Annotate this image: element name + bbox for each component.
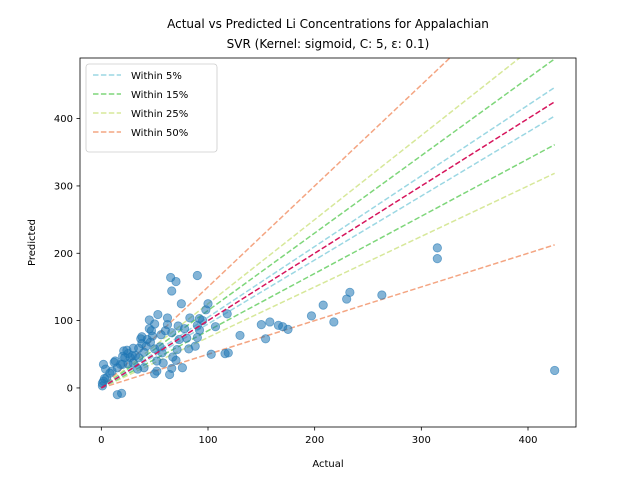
data-point-55 <box>152 356 162 366</box>
data-point-43 <box>168 352 178 362</box>
y-ticks: 0 100 200 300 400 <box>54 114 80 394</box>
data-point-28 <box>192 332 202 343</box>
data-point-30 <box>185 313 195 323</box>
data-point-11 <box>273 320 283 330</box>
data-point-5 <box>342 294 352 304</box>
x-axis-label: Actual <box>312 459 343 470</box>
data-point-8 <box>306 311 317 321</box>
data-point-15 <box>235 330 245 341</box>
data-point-7 <box>318 300 328 310</box>
legend-label-3: Within 50% <box>131 128 188 139</box>
data-point-54 <box>153 309 163 320</box>
data-point-101 <box>97 381 108 391</box>
legend-label-2: Within 25% <box>131 109 188 120</box>
data-point-24 <box>192 270 202 281</box>
legend-label-1: Within 15% <box>131 90 188 101</box>
data-point-63 <box>144 315 154 325</box>
data-point-6 <box>329 317 339 327</box>
x-tick-label-0: 0 <box>98 435 104 446</box>
data-point-19 <box>206 349 216 359</box>
band-line-0-lower <box>100 115 556 389</box>
chart-subtitle: SVR (Kernel: sigmoid, C: 5, ε: 0.1) <box>227 37 430 51</box>
band-line-3-upper <box>100 58 451 389</box>
y-tick-label-0: 0 <box>67 383 73 394</box>
plot-frame <box>79 57 577 428</box>
data-point-89 <box>112 390 122 400</box>
plot-area <box>97 58 560 400</box>
y-tick-label-3: 300 <box>54 181 73 192</box>
data-point-1 <box>432 243 442 253</box>
data-point-2 <box>432 254 442 264</box>
data-point-41 <box>167 286 177 296</box>
data-point-99 <box>98 359 109 369</box>
data-point-64 <box>144 324 154 334</box>
plot-layer <box>97 58 560 400</box>
y-tick-label-1: 100 <box>54 316 73 327</box>
y-axis-label: Predicted <box>27 219 38 266</box>
data-point-38 <box>172 344 182 355</box>
data-point-13 <box>260 334 271 344</box>
x-tick-label-1: 100 <box>198 435 217 446</box>
data-point-71 <box>136 334 146 344</box>
data-point-35 <box>176 299 186 309</box>
data-point-46 <box>165 369 175 380</box>
data-point-17 <box>220 349 230 359</box>
data-point-0 <box>550 365 560 376</box>
data-point-42 <box>166 272 176 283</box>
data-point-3 <box>377 290 387 300</box>
y-tick-label-4: 400 <box>54 114 73 125</box>
data-point-48 <box>162 313 173 323</box>
data-point-12 <box>265 317 275 327</box>
x-tick-label-4: 400 <box>518 435 537 446</box>
data-point-18 <box>222 309 232 319</box>
chart-title: Actual vs Predicted Li Concentrations fo… <box>167 17 489 31</box>
legend: Within 5% Within 15% Within 25% Within 50% <box>85 63 218 153</box>
data-point-85 <box>118 351 128 361</box>
data-point-37 <box>173 321 183 331</box>
data-point-52 <box>156 330 166 340</box>
data-point-34 <box>177 363 187 373</box>
data-point-31 <box>184 344 194 354</box>
data-point-14 <box>256 320 266 330</box>
data-point-57 <box>150 369 160 379</box>
identity-line <box>100 101 556 389</box>
legend-box <box>85 63 218 153</box>
band-line-1-lower <box>100 144 556 389</box>
x-ticks: 0 100 200 300 400 <box>98 427 538 446</box>
y-tick-label-2: 200 <box>54 249 73 260</box>
data-point-20 <box>210 322 221 332</box>
legend-label-0: Within 5% <box>131 71 182 82</box>
data-point-92 <box>109 357 119 367</box>
x-tick-label-2: 200 <box>305 435 324 446</box>
data-point-58 <box>150 344 160 354</box>
band-line-1-upper <box>100 58 556 389</box>
data-point-22 <box>201 305 211 315</box>
x-tick-label-3: 300 <box>412 435 431 446</box>
